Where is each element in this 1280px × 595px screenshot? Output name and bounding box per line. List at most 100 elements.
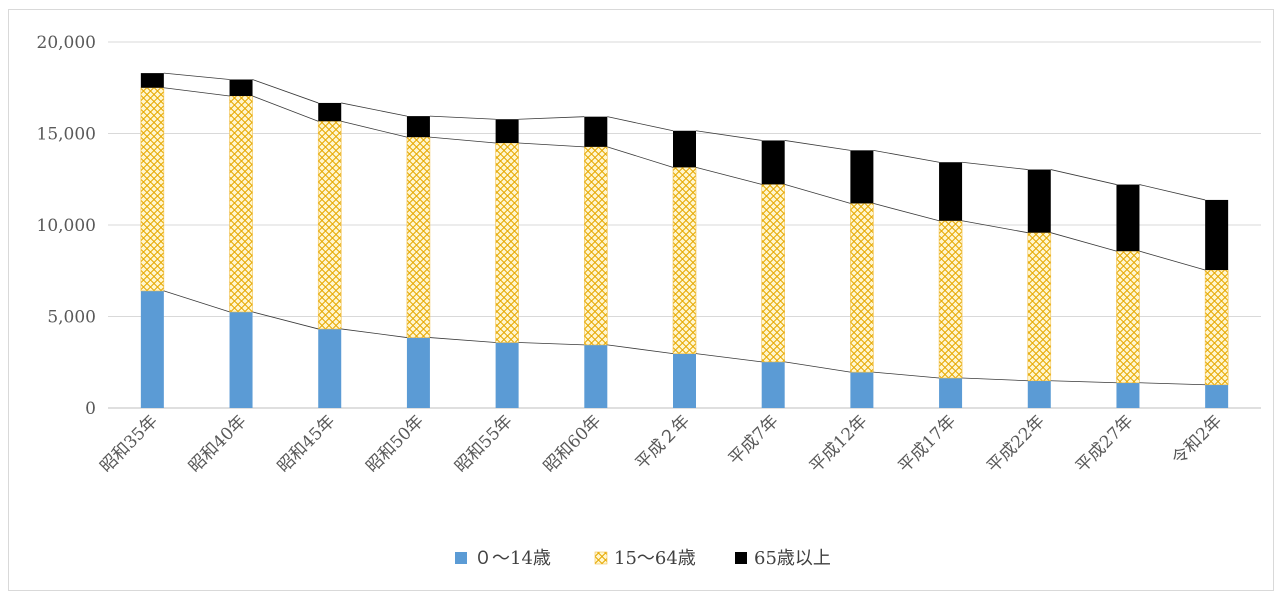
series-line (252, 95, 319, 122)
bar-segment (495, 119, 519, 144)
bar-segment (406, 136, 431, 338)
bar-segment (584, 116, 608, 147)
x-tick-label: 昭和55年 (451, 411, 517, 477)
series-line (784, 140, 851, 151)
x-tick-label: 昭和60年 (540, 411, 606, 477)
legend-item[interactable]: ０～14歳 (455, 548, 551, 569)
x-tick-label: 昭和50年 (362, 411, 428, 477)
bar-segment (1027, 380, 1051, 408)
x-tick-label: 平成22年 (983, 411, 1049, 477)
bar-segment (318, 328, 342, 408)
bar-segment (140, 73, 164, 88)
y-tick-label: 0 (85, 399, 96, 419)
legend[interactable]: ０～14歳 15～64歳 65歳以上 (455, 548, 831, 569)
series-line (518, 116, 585, 120)
bar-segment (938, 220, 963, 379)
x-tick-label: 昭和45年 (274, 411, 340, 477)
bar-segment (1116, 382, 1140, 408)
series-lines (163, 72, 1206, 386)
bar-segment (584, 146, 608, 346)
bar-segment (1027, 232, 1052, 382)
legend-swatch (594, 551, 608, 565)
series-line (962, 220, 1028, 234)
bar-segment (939, 162, 963, 221)
bar-segment (939, 377, 963, 408)
bar-segment (672, 167, 697, 354)
series-line (252, 79, 319, 104)
series-line (429, 115, 496, 120)
series-line (607, 344, 674, 355)
bar-segment (495, 142, 519, 343)
bar-segment (317, 120, 342, 330)
series-line (695, 166, 762, 185)
series-line (518, 142, 585, 148)
bar-segment (1116, 184, 1140, 252)
y-tick-label: 5,000 (47, 308, 96, 328)
bar-segment (850, 150, 874, 204)
series-line (695, 130, 762, 141)
series-line (873, 149, 940, 163)
series-line (695, 353, 762, 363)
legend-label: 65歳以上 (754, 548, 831, 569)
series-line (873, 203, 940, 222)
x-tick-label: 平成7年 (725, 411, 783, 469)
x-tick-label: 昭和35年 (96, 411, 162, 477)
bar-segment (1205, 199, 1229, 271)
bar-segment (584, 344, 608, 408)
bars (140, 73, 1229, 408)
series-line (429, 337, 496, 343)
x-tick-label: 平成17年 (895, 411, 961, 477)
series-line (1139, 184, 1206, 201)
bar-segment (1204, 269, 1229, 386)
bar-segment (850, 203, 874, 373)
chart-frame (8, 9, 1274, 591)
legend-item[interactable]: 65歳以上 (735, 548, 831, 569)
bar-segment (673, 130, 696, 168)
bar-segment (140, 290, 164, 408)
y-axis: 0 5,000 10,000 15,000 20,000 (37, 33, 96, 419)
series-line (429, 136, 496, 144)
legend-label: ０～14歳 (474, 548, 551, 569)
x-tick-label: 平成27年 (1072, 411, 1138, 477)
bar-segment (761, 184, 785, 363)
x-axis: 昭和35年 昭和40年 昭和45年 昭和50年 昭和55年 昭和60年 平成２年 平成7年 平成… (96, 411, 1226, 477)
series-line (1139, 382, 1206, 386)
bar-segment (495, 342, 519, 408)
series-line (873, 371, 940, 379)
bar-segment (1116, 250, 1140, 384)
series-line (962, 377, 1028, 382)
x-tick-label: 平成12年 (806, 411, 872, 477)
bar-segment (673, 353, 696, 408)
bar-segment (229, 79, 253, 96)
bar-segment (761, 140, 785, 185)
x-tick-label: 令和2年 (1168, 411, 1226, 469)
series-line (1050, 232, 1117, 252)
bar-segment (229, 311, 253, 408)
series-line (341, 328, 407, 338)
legend-item[interactable]: 15～64歳 (594, 548, 696, 569)
bar-segment (406, 337, 430, 408)
series-line (1139, 250, 1206, 271)
bar-segment (761, 361, 785, 408)
series-line (784, 183, 851, 204)
bar-segment (1205, 384, 1229, 408)
y-tick-label: 15,000 (37, 125, 96, 145)
series-line (1050, 380, 1117, 384)
bar-segment (406, 116, 430, 138)
bar-segment (318, 102, 342, 122)
series-line (163, 87, 230, 97)
x-tick-label: 昭和40年 (185, 411, 251, 477)
bar-segment (1027, 169, 1051, 233)
series-line (607, 146, 674, 168)
bar-segment (229, 95, 253, 313)
legend-swatch (735, 552, 747, 564)
bar-segment (140, 87, 165, 292)
series-line (341, 120, 408, 138)
legend-swatch (455, 552, 467, 564)
series-line (784, 361, 851, 373)
series-line (341, 102, 408, 117)
series-line (1050, 169, 1117, 185)
x-tick-label: 平成２年 (632, 411, 694, 473)
series-line (163, 290, 230, 313)
series-line (252, 311, 319, 330)
